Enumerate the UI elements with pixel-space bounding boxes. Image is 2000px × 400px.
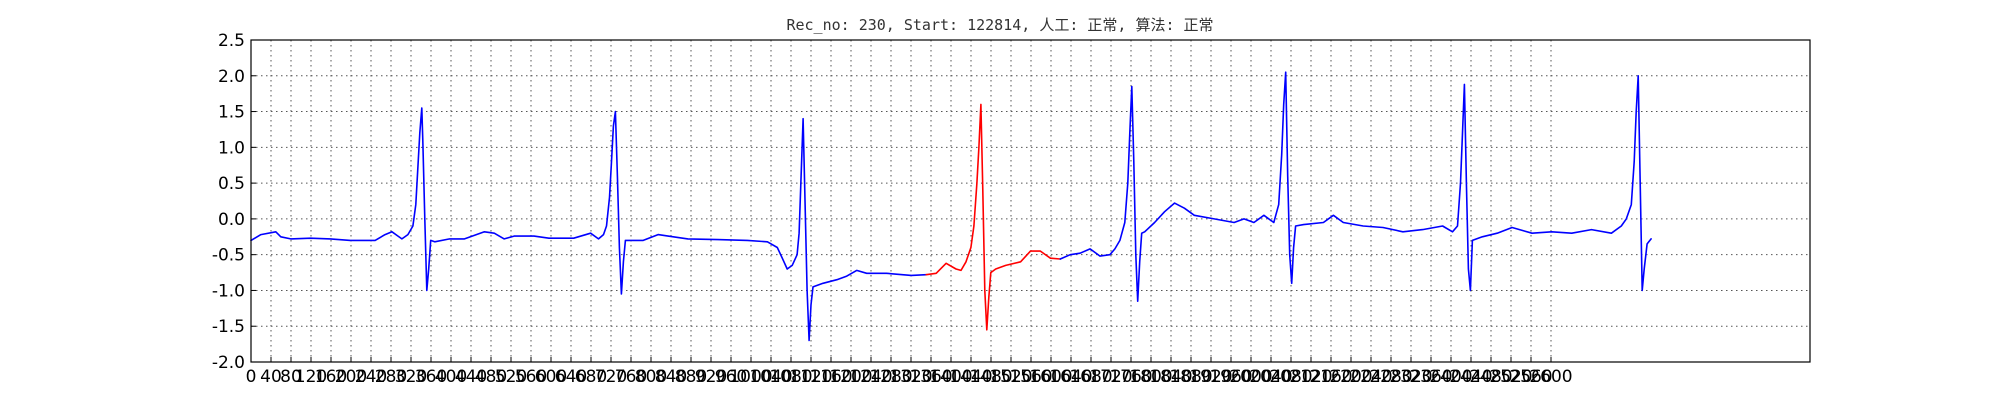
x-tick-label: 440 xyxy=(455,367,487,387)
x-tick-label: 560 xyxy=(515,367,547,387)
x-axis-tick-labels: 0 408012016020024028032036040044048052056… xyxy=(246,357,1573,387)
y-axis-tick-labels: -2.0 -1.5 -1.0 -0.5 0.0 0.5 1.0 1.5 2.0 2.5 xyxy=(212,31,256,373)
x-tick-label: 1160 xyxy=(809,367,852,387)
grid xyxy=(251,40,1810,362)
x-tick-label: 1120 xyxy=(789,367,832,387)
x-tick-label: 1280 xyxy=(869,367,912,387)
x-tick-label: 120 xyxy=(295,367,327,387)
x-tick-label: 2440 xyxy=(1449,367,1492,387)
ecg-trace-segment-3 xyxy=(1059,71,1652,302)
x-tick-label: 1560 xyxy=(1009,367,1052,387)
y-tick-label: 2.0 xyxy=(218,67,245,87)
x-tick-label: 760 xyxy=(615,367,647,387)
y-tick-label: -1.0 xyxy=(212,281,245,301)
x-tick-label: 1440 xyxy=(949,367,992,387)
x-tick-label: 2000 xyxy=(1229,367,1272,387)
x-tick-label: 1640 xyxy=(1049,367,1092,387)
x-tick-label: 2400 xyxy=(1429,367,1472,387)
x-tick-label: 800 xyxy=(635,367,667,387)
x-tick-label: 320 xyxy=(395,367,427,387)
x-tick-label: 2480 xyxy=(1469,367,1512,387)
x-tick-label: 2320 xyxy=(1389,367,1432,387)
x-tick-label: 600 xyxy=(535,367,567,387)
x-tick-label: 880 xyxy=(675,367,707,387)
y-tick-label: 1.5 xyxy=(218,103,245,123)
x-tick-label: 1200 xyxy=(829,367,872,387)
x-tick-label: 1960 xyxy=(1209,367,1252,387)
x-tick-label: 2040 xyxy=(1249,367,1292,387)
x-tick-label: 1760 xyxy=(1109,367,1152,387)
x-tick-label: 640 xyxy=(555,367,587,387)
y-tick-label: -0.5 xyxy=(212,246,245,266)
x-tick-label: 960 xyxy=(715,367,747,387)
ecg-traces xyxy=(250,71,1652,342)
x-tick-label: 400 xyxy=(435,367,467,387)
x-tick-label: 1520 xyxy=(989,367,1032,387)
ecg-trace-segment-1 xyxy=(250,107,927,342)
x-tick-label: 2560 xyxy=(1509,367,1552,387)
x-tick-label: 0 xyxy=(246,367,257,387)
x-tick-label: 40 xyxy=(260,367,282,387)
x-tick-label: 2160 xyxy=(1309,367,1352,387)
x-tick-label: 2360 xyxy=(1409,367,1452,387)
x-tick-label: 1320 xyxy=(889,367,932,387)
x-tick-label: 1000 xyxy=(729,367,772,387)
x-tick-label: 920 xyxy=(695,367,727,387)
x-tick-label: 1920 xyxy=(1189,367,1232,387)
x-tick-label: 480 xyxy=(475,367,507,387)
ecg-trace-segment-2 xyxy=(925,103,1062,331)
x-tick-label: 2120 xyxy=(1289,367,1332,387)
x-tick-label: 1800 xyxy=(1129,367,1172,387)
y-tick-label: 2.5 xyxy=(218,31,245,51)
x-tick-label: 2240 xyxy=(1349,367,1392,387)
x-tick-label: 80 xyxy=(280,367,302,387)
x-tick-label: 1400 xyxy=(929,367,972,387)
y-tick-label: 1.0 xyxy=(218,138,245,158)
x-tick-label: 720 xyxy=(595,367,627,387)
x-tick-label: 1600 xyxy=(1029,367,1072,387)
x-tick-label: 1840 xyxy=(1149,367,1192,387)
x-tick-label: 520 xyxy=(495,367,527,387)
x-tick-label: 160 xyxy=(315,367,347,387)
x-tick-label: 1480 xyxy=(969,367,1012,387)
x-tick-label: 1240 xyxy=(849,367,892,387)
x-tick-label: 1040 xyxy=(749,367,792,387)
x-tick-label: 2080 xyxy=(1269,367,1312,387)
x-tick-label: 200 xyxy=(335,367,367,387)
x-tick-label: 2280 xyxy=(1369,367,1412,387)
y-tick-label: -1.5 xyxy=(212,317,245,337)
y-tick-label: -2.0 xyxy=(212,353,245,373)
x-tick-label: 2200 xyxy=(1329,367,1372,387)
x-tick-label: 840 xyxy=(655,367,687,387)
y-tick-label: 0.5 xyxy=(218,174,245,194)
y-tick-label: 0.0 xyxy=(218,210,245,230)
chart-title: Rec_no: 230, Start: 122814, 人工: 正常, 算法: … xyxy=(786,16,1213,34)
x-tick-label: 1360 xyxy=(909,367,952,387)
x-tick-label: 360 xyxy=(415,367,447,387)
x-tick-label: 1080 xyxy=(769,367,812,387)
x-tick-label: 680 xyxy=(575,367,607,387)
x-tick-label: 240 xyxy=(355,367,387,387)
x-tick-label: 280 xyxy=(375,367,407,387)
x-tick-label: 1720 xyxy=(1089,367,1132,387)
x-tick-label: 2600 xyxy=(1529,367,1572,387)
x-tick-label: 1680 xyxy=(1069,367,1112,387)
x-tick-label: 1880 xyxy=(1169,367,1212,387)
x-tick-label: 2520 xyxy=(1489,367,1532,387)
